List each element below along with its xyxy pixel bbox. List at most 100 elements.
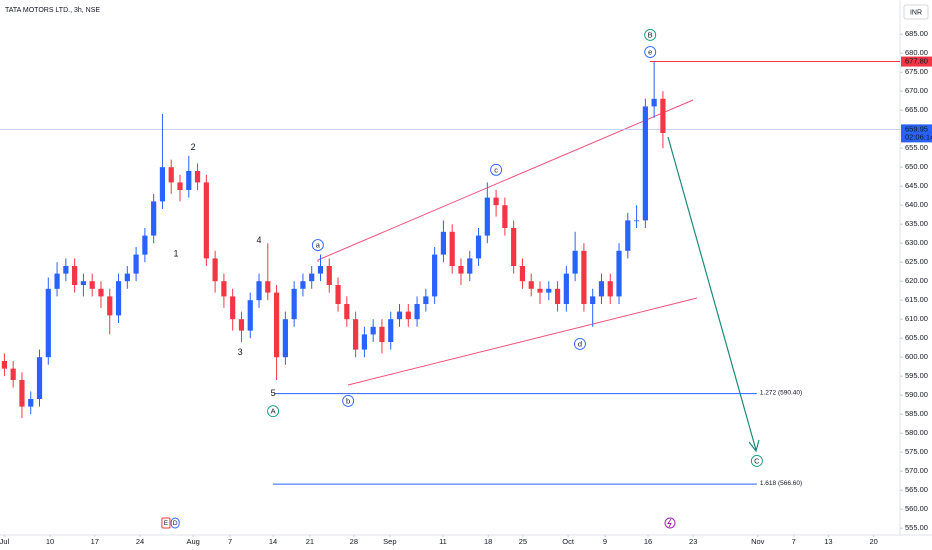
candle-body (511, 228, 517, 266)
y-tick-label: 620.00 (905, 276, 928, 285)
candle-body (309, 273, 315, 282)
candle-body (414, 304, 420, 320)
wave-circle (490, 163, 503, 176)
y-tick-label: 655.00 (905, 143, 928, 152)
y-tick-label: 675.00 (905, 67, 928, 76)
x-tick-label: Aug (186, 537, 199, 546)
candle-body (581, 250, 587, 304)
candle-body (10, 368, 16, 380)
y-tick-label: 600.00 (905, 352, 928, 361)
candle-body (107, 296, 113, 316)
x-tick-label: 25 (519, 537, 527, 546)
x-tick-label: 11 (439, 537, 447, 546)
lightning (667, 518, 672, 528)
y-tick-label: 670.00 (905, 86, 928, 95)
countdown: 02:06:14 (905, 132, 932, 141)
wave-label: a (316, 241, 321, 250)
wave-label: c (494, 165, 498, 174)
candle-body (432, 254, 438, 297)
candle-body (458, 266, 464, 274)
event-badge (170, 517, 180, 529)
y-tick-label: 685.00 (905, 29, 928, 38)
candle-body (598, 281, 605, 297)
y-tick-label: 645.00 (905, 181, 928, 190)
channel-upper (317, 99, 694, 261)
event-icon[interactable] (664, 517, 676, 529)
candle-body (212, 258, 218, 282)
candle-body (247, 300, 253, 331)
wave-label: 2 (191, 142, 196, 152)
high-box-label: 677.80 (905, 57, 928, 66)
candle-body (449, 231, 455, 266)
x-tick-label: 9 (603, 537, 607, 546)
currency-box[interactable] (903, 4, 929, 20)
x-tick-label: 16 (644, 537, 652, 546)
y-tick-label: 560.00 (905, 504, 928, 513)
wave-label: 4 (257, 235, 262, 245)
x-tick-label: 24 (136, 537, 144, 546)
candle-body (528, 281, 534, 289)
candle-body (194, 171, 201, 183)
wave-label: e (648, 48, 652, 57)
wave-circle (644, 46, 657, 59)
event-badge (161, 517, 171, 529)
wave-label: B (648, 30, 653, 39)
chart-title: TATA MOTORS LTD., 3h, NSE (5, 7, 100, 14)
y-tick-label: 640.00 (905, 200, 928, 209)
y-tick-label: 680.00 (905, 48, 928, 57)
wave-circle (574, 337, 586, 350)
candle-body (590, 296, 596, 304)
candle-body (317, 266, 324, 274)
candle-body (475, 235, 482, 259)
y-tick-label: 580.00 (905, 428, 928, 437)
wave-label: d (578, 339, 582, 348)
candle-body (282, 319, 288, 358)
candle-body (98, 288, 104, 297)
candle-body (326, 266, 332, 285)
fib-label: 1.618 (566.60) (760, 480, 802, 487)
candle-body (151, 201, 157, 236)
candle-body (379, 326, 385, 342)
candle-body (159, 167, 166, 202)
x-tick-label: Oct (562, 537, 575, 546)
event-label: E (164, 520, 169, 527)
candle-body (546, 288, 552, 293)
candle-body (230, 296, 236, 320)
candle-body (168, 167, 174, 183)
candle-body (335, 285, 341, 304)
x-tick-label: 23 (689, 537, 697, 546)
y-tick-label: 615.00 (905, 295, 928, 304)
candle-body (221, 281, 227, 297)
candle-body (273, 292, 280, 358)
candle-body (80, 281, 87, 285)
y-tick-label: 575.00 (905, 447, 928, 456)
candle-body (642, 106, 648, 221)
y-tick-label: 650.00 (905, 162, 928, 171)
x-tick-label: 7 (228, 537, 232, 546)
candle-body (291, 288, 297, 320)
y-tick-label: 625.00 (905, 257, 928, 266)
wave-label: A (271, 407, 276, 416)
candle-body (572, 250, 578, 274)
x-tick-label: 14 (269, 537, 277, 546)
x-tick-label: 17 (91, 537, 99, 546)
wave-circle (311, 239, 324, 252)
y-tick-label: 635.00 (905, 219, 928, 228)
wave-circle (750, 454, 763, 467)
wave-label: 3 (238, 347, 243, 357)
candle-body (625, 220, 631, 251)
y-tick-label: 555.00 (905, 523, 928, 532)
candle-body (353, 319, 359, 350)
y-tick-label: 590.00 (905, 390, 928, 399)
wave-label: C (754, 456, 760, 465)
x-tick-label: 28 (350, 537, 358, 546)
wave-label: b (346, 396, 350, 405)
candle-body (633, 220, 640, 222)
wave-label: 5 (271, 388, 276, 398)
candle-body (133, 254, 139, 274)
projection-arrow (667, 136, 757, 451)
high-box (901, 56, 932, 67)
candle-body (238, 319, 245, 331)
candle-body (361, 334, 367, 350)
